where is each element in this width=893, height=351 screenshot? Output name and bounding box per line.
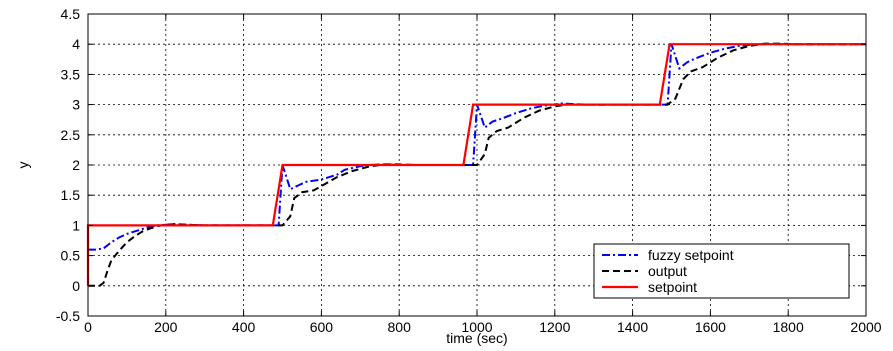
legend-label-fuzzy-setpoint: fuzzy setpoint bbox=[648, 247, 734, 263]
legend-label-setpoint: setpoint bbox=[648, 279, 697, 295]
x-axis-label: time (sec) bbox=[446, 330, 507, 346]
y-tick-label: 3.5 bbox=[61, 66, 81, 82]
x-tick-label: 2000 bbox=[850, 319, 881, 335]
y-tick-label: 1.5 bbox=[61, 187, 81, 203]
y-tick-label: 4 bbox=[72, 36, 80, 52]
y-tick-label: -0.5 bbox=[56, 308, 80, 324]
y-tick-label: 3 bbox=[72, 97, 80, 113]
y-tick-label: 0.5 bbox=[61, 248, 81, 264]
series-line-setpoint bbox=[86, 43, 866, 286]
x-tick-label: 200 bbox=[154, 319, 178, 335]
y-axis-label: y bbox=[15, 162, 31, 169]
x-tick-label: 1200 bbox=[539, 319, 570, 335]
y-tick-label: 0 bbox=[72, 278, 80, 294]
y-tick-label: 2 bbox=[72, 157, 80, 173]
x-tick-label: 400 bbox=[232, 319, 256, 335]
x-tick-label: 1400 bbox=[617, 319, 648, 335]
series-layer bbox=[86, 42, 866, 287]
x-tick-label: 1000 bbox=[461, 319, 492, 335]
y-tick-label: 1 bbox=[72, 217, 80, 233]
y-tick-label: 2.5 bbox=[61, 127, 81, 143]
y-tick-label: 4.5 bbox=[61, 6, 81, 22]
ticks: 0 200 400 600 800 1000 1200 1400 1600 1800 2000 -0.… bbox=[56, 6, 882, 335]
x-tick-label: 0 bbox=[84, 319, 92, 335]
x-tick-label: 600 bbox=[310, 319, 334, 335]
legend-label-output: output bbox=[648, 263, 687, 279]
x-tick-label: 1800 bbox=[773, 319, 804, 335]
x-tick-label: 800 bbox=[388, 319, 412, 335]
legend: fuzzy setpoint output setpoint bbox=[593, 243, 850, 299]
x-tick-label: 1600 bbox=[695, 319, 726, 335]
